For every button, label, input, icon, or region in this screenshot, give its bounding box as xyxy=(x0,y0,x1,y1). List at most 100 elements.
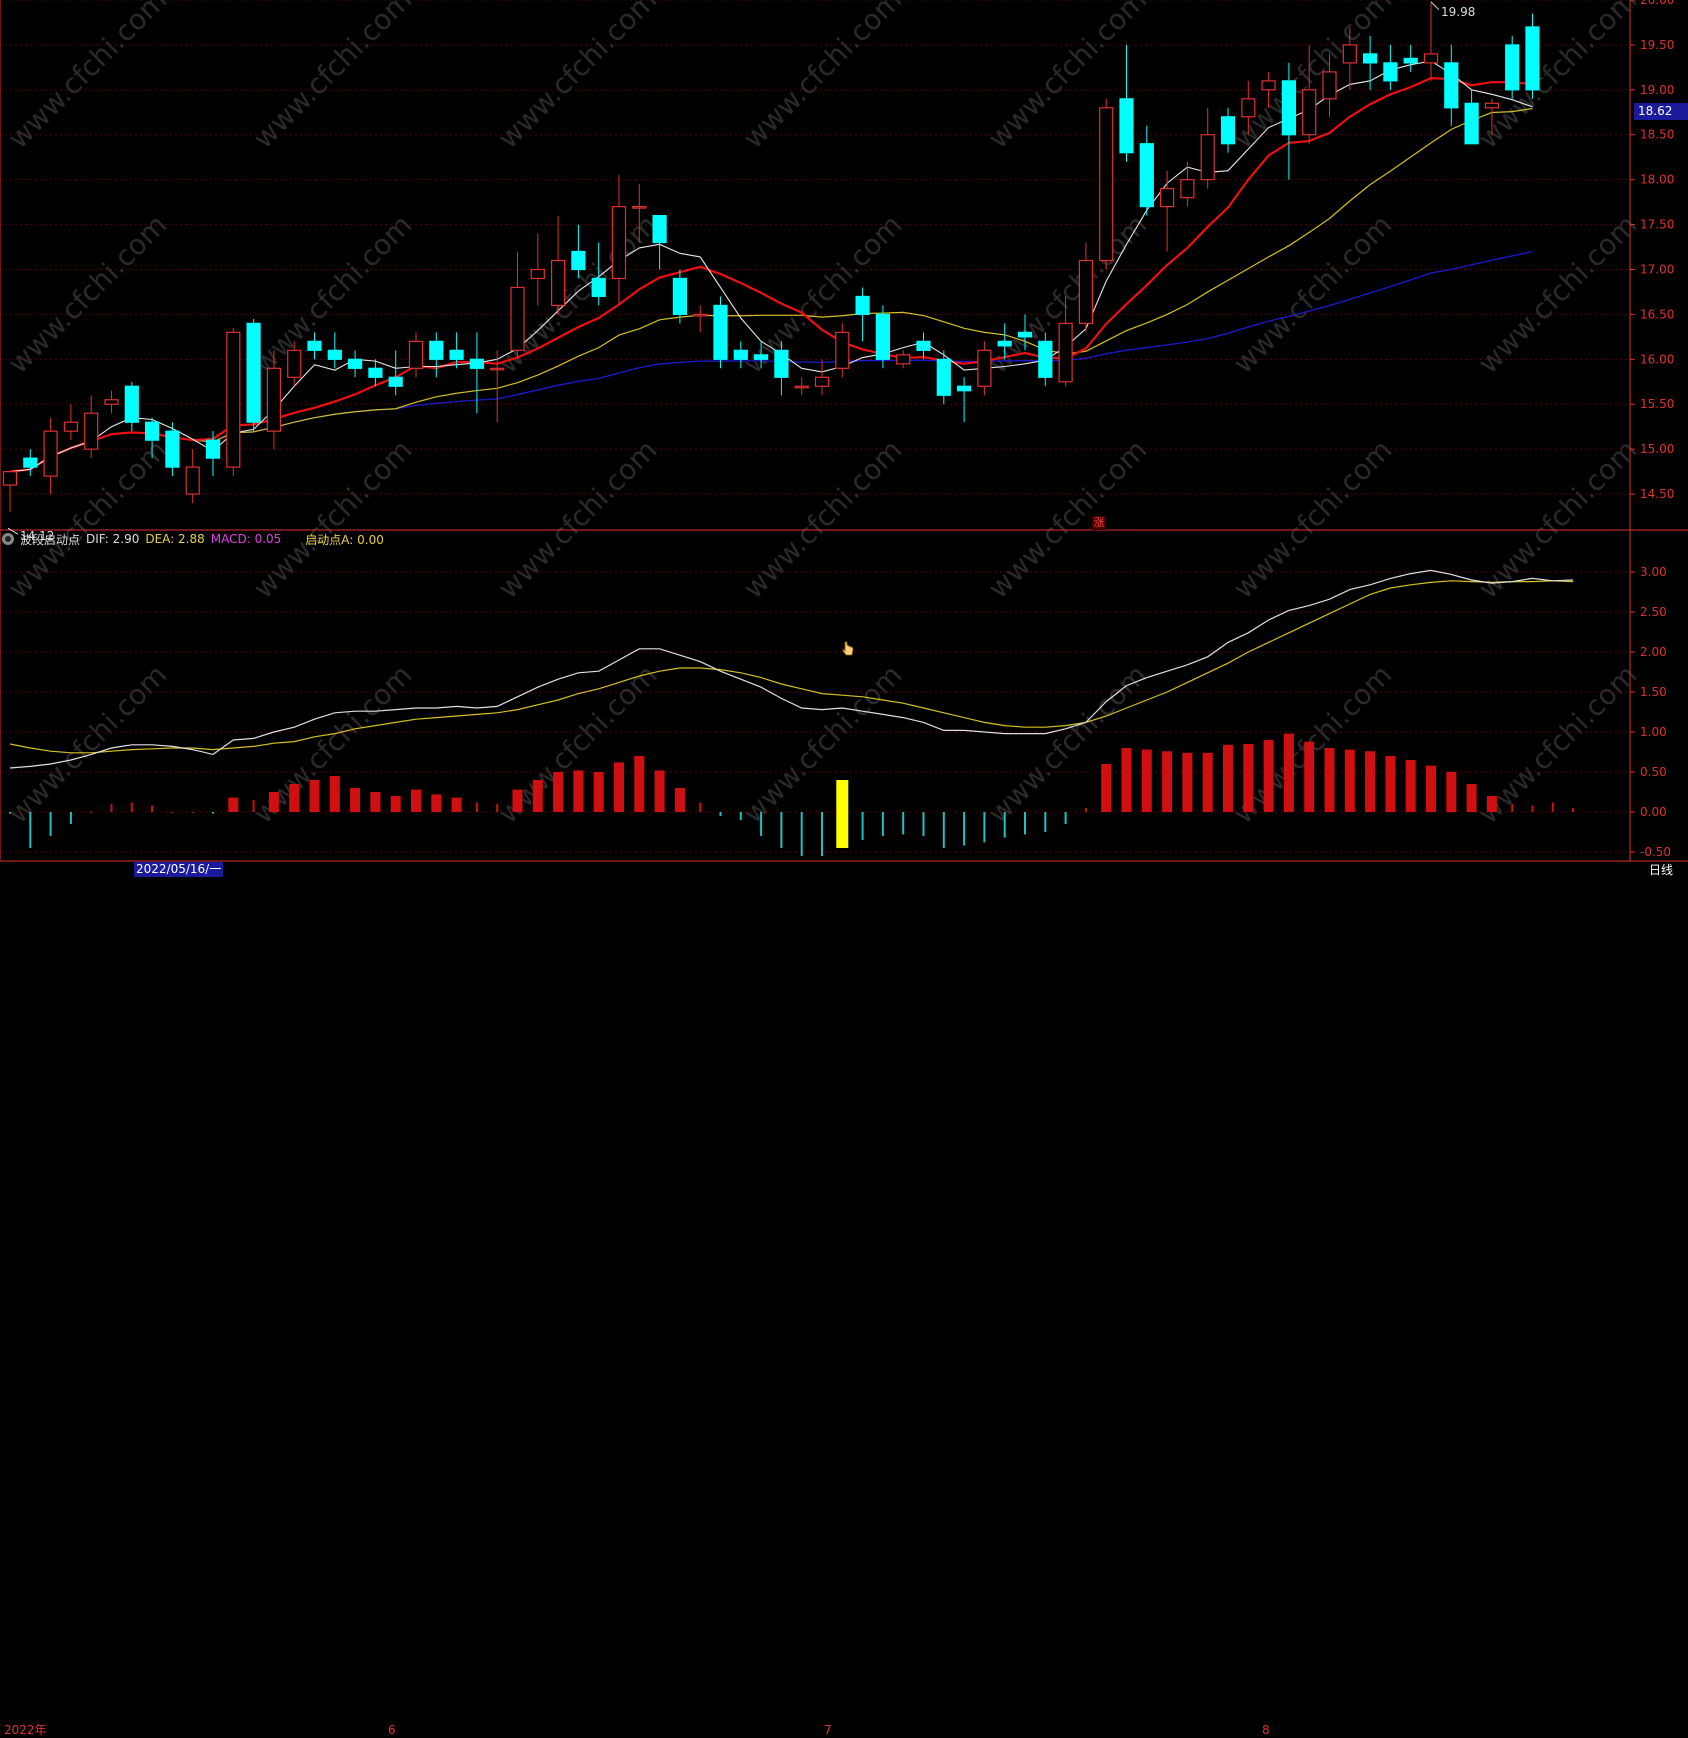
macd-bar xyxy=(171,812,174,813)
macd-bar xyxy=(573,770,584,812)
candle-body xyxy=(774,349,789,378)
macd-bar xyxy=(475,802,478,812)
candle-body xyxy=(43,430,58,477)
indicator-name[interactable]: 波段启动点 xyxy=(20,532,81,547)
candle-body xyxy=(997,340,1012,347)
macd-bar xyxy=(922,812,925,836)
axes-layer: 20.00 19.50 19.00 18.50 18.00 17.50 17.00 16.50… xyxy=(0,0,1688,862)
macd-bar xyxy=(289,784,300,812)
macd-bar xyxy=(329,776,340,812)
macd-bar xyxy=(110,804,113,812)
month-label-7: 7 xyxy=(824,1723,832,1737)
candle-body xyxy=(1139,143,1154,208)
candle-body xyxy=(611,206,627,280)
macd-bar xyxy=(1572,808,1575,812)
candle-body xyxy=(1464,102,1479,145)
candle-body xyxy=(591,277,606,298)
macd-bar xyxy=(1243,744,1254,812)
gear-icon[interactable] xyxy=(2,533,14,545)
macd-bar xyxy=(553,772,564,812)
macd-bar xyxy=(532,780,543,812)
macd-panel[interactable] xyxy=(0,569,1630,856)
macd-bar xyxy=(431,794,442,812)
macd-bar xyxy=(1024,812,1026,835)
candle-body xyxy=(896,354,911,365)
candle-body xyxy=(632,206,647,209)
macd-value: MACD: 0.05 xyxy=(210,532,282,546)
candle-body xyxy=(794,385,809,389)
candle-body xyxy=(388,376,403,387)
rise-marker-icon[interactable]: 涨 xyxy=(1092,516,1106,530)
macd-bar xyxy=(614,762,624,812)
candle-body xyxy=(1119,98,1134,154)
watermark-text: www.cfchi.com xyxy=(2,208,174,380)
candle-body xyxy=(814,376,830,387)
candle-body xyxy=(246,322,261,423)
candle-body xyxy=(1302,89,1317,136)
candle-body xyxy=(733,349,748,360)
candle-body xyxy=(490,367,505,371)
candle-body xyxy=(449,349,464,360)
macd-bar xyxy=(370,792,381,812)
watermark-text: www.cfchi.com xyxy=(1227,433,1399,605)
candlestick-series[interactable] xyxy=(2,1,1540,513)
candle-body xyxy=(1261,80,1276,91)
time-axis: 2022年 6 7 8 xyxy=(0,861,1688,1737)
candle-body xyxy=(977,349,992,387)
candle-body xyxy=(530,268,545,280)
candle-body xyxy=(1159,188,1175,208)
month-label-6: 6 xyxy=(388,1723,396,1737)
candle-body xyxy=(693,313,708,317)
macd-bar xyxy=(90,812,93,813)
candle-body xyxy=(1444,62,1459,109)
price-tick-label: 17.00 xyxy=(1640,262,1674,276)
macd-bar xyxy=(1202,752,1213,812)
candle-body xyxy=(875,313,891,360)
candle-body xyxy=(1038,340,1053,378)
candle-body xyxy=(2,471,18,486)
watermark-text: www.cfchi.com xyxy=(737,658,909,830)
candle-body xyxy=(226,331,241,468)
cursor-date-label: 2022/05/16/一 xyxy=(134,862,224,877)
price-tick-label: 14.50 xyxy=(1640,487,1674,501)
moving-average-lines xyxy=(9,60,1533,473)
watermark-text: www.cfchi.com xyxy=(982,433,1154,605)
price-tick-label: 17.50 xyxy=(1640,218,1674,232)
macd-bar xyxy=(512,789,523,812)
candle-body xyxy=(1322,71,1337,100)
watermark-text: www.cfchi.com xyxy=(2,658,174,830)
macd-bar xyxy=(1365,751,1376,812)
macd-tick-label: -0.50 xyxy=(1640,845,1671,859)
month-label-8: 8 xyxy=(1262,1723,1270,1737)
macd-bar xyxy=(69,812,72,824)
macd-bar xyxy=(634,756,645,812)
candle-body xyxy=(1383,62,1398,82)
macd-bar xyxy=(674,788,685,812)
candle-body xyxy=(1058,322,1073,383)
watermark-text: www.cfchi.com xyxy=(1472,0,1644,155)
macd-bar xyxy=(719,812,722,816)
macd-bar xyxy=(29,812,32,848)
price-tick-label: 18.50 xyxy=(1640,128,1674,142)
mouse-pointer-icon xyxy=(842,641,854,656)
macd-bar xyxy=(1121,748,1132,812)
ma10-line xyxy=(9,77,1533,473)
macd-bar xyxy=(268,792,279,812)
stock-chart[interactable]: www.cfchi.com www.cfchi.com www.cfchi.com w… xyxy=(0,0,1688,878)
macd-bar xyxy=(800,812,803,856)
macd-bar xyxy=(1003,812,1006,838)
candle-body xyxy=(1342,44,1357,64)
macd-bar xyxy=(1466,784,1477,812)
macd-bar xyxy=(942,812,945,848)
candle-body xyxy=(145,421,160,441)
macd-bar xyxy=(130,802,133,812)
candle-body xyxy=(1484,102,1500,109)
macd-bar xyxy=(212,812,214,814)
candle-body xyxy=(348,358,363,369)
watermark-text: www.cfchi.com xyxy=(492,0,664,155)
price-tick-label: 19.00 xyxy=(1640,83,1674,97)
period-selector-button[interactable]: 日线 xyxy=(1648,863,1673,877)
indicator-header: 波段启动点 DIF: 2.90 DEA: 2.88 MACD: 0.05 启动点… xyxy=(2,530,384,548)
candle-body xyxy=(672,277,688,316)
macd-bar xyxy=(780,812,783,848)
